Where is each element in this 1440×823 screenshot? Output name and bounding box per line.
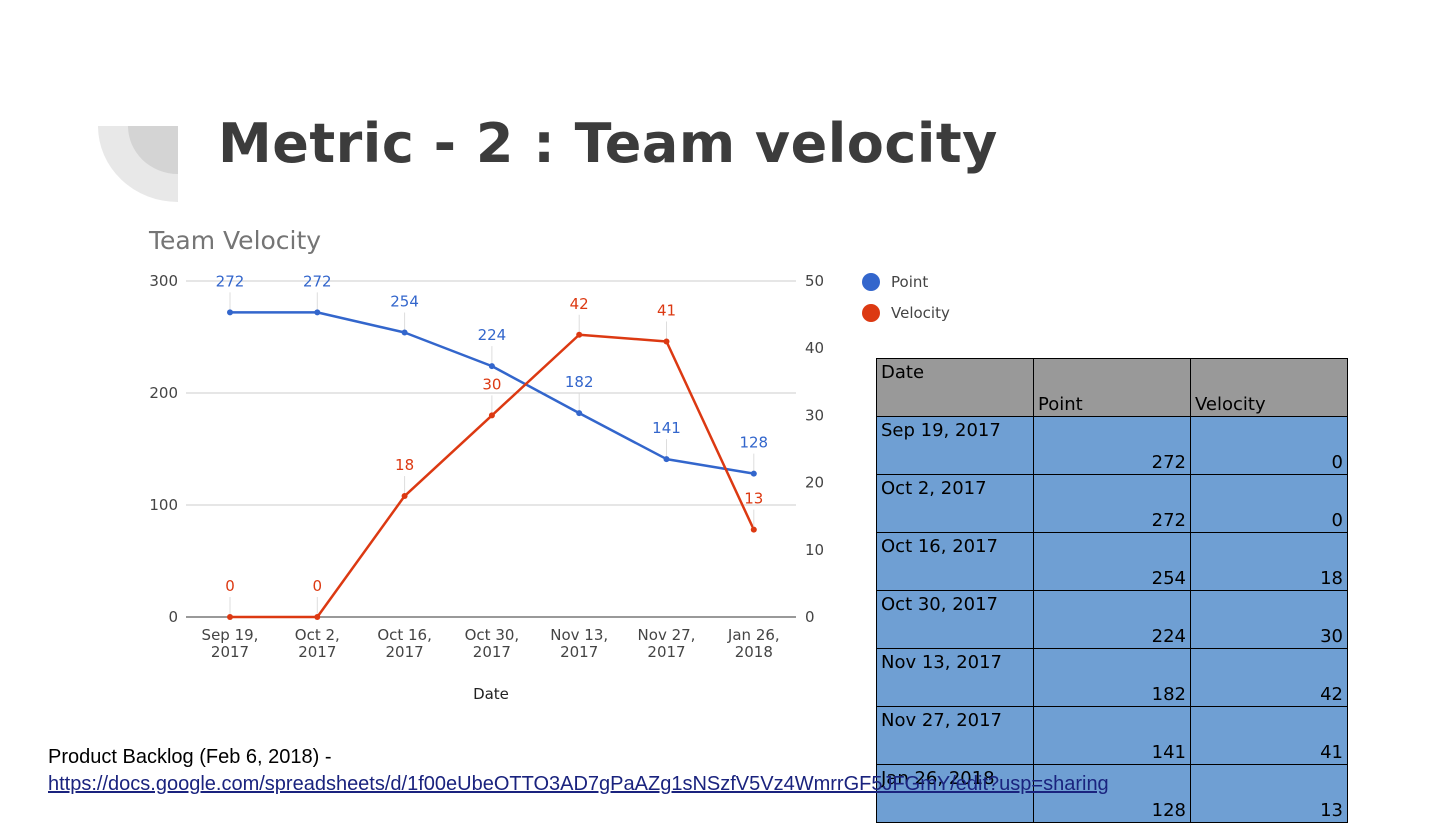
table-cell: 13	[1190, 764, 1348, 823]
table-cell: 272	[1033, 474, 1191, 533]
table-cell: Oct 30, 2017	[876, 590, 1034, 649]
decorative-corner-shape	[98, 126, 178, 202]
table-row: Oct 30, 2017 224 30	[876, 590, 1348, 649]
x-tick-label-year: 2017	[647, 643, 685, 661]
y-right-tick-label: 30	[805, 406, 824, 424]
velocity-data-table: Date Point Velocity Sep 19, 2017 272 0 Oct 2, …	[876, 358, 1348, 823]
y-left-tick-label: 0	[168, 608, 178, 626]
data-point-point	[401, 329, 408, 336]
x-tick-label-year: 2018	[735, 643, 773, 661]
x-tick-label: Jan 26,	[727, 626, 780, 644]
data-label-velocity: 13	[744, 490, 763, 508]
data-label-velocity: 30	[482, 375, 501, 393]
data-point-velocity	[488, 412, 495, 419]
y-left-tick-label: 100	[149, 496, 178, 514]
table-cell: Oct 16, 2017	[876, 532, 1034, 591]
y-right-tick-label: 20	[805, 474, 824, 492]
x-tick-label: Oct 16,	[377, 626, 432, 644]
y-right-tick-label: 40	[805, 339, 824, 357]
footer-text: Product Backlog (Feb 6, 2018) -	[48, 746, 332, 768]
table-row: Nov 27, 2017 141 41	[876, 706, 1348, 765]
x-tick-label: Sep 19,	[202, 626, 259, 644]
footer-note: Product Backlog (Feb 6, 2018) - https://…	[48, 744, 1109, 798]
table-cell: 30	[1190, 590, 1348, 649]
x-tick-label: Oct 30,	[465, 626, 520, 644]
slide-title: Metric - 2 : Team velocity	[218, 112, 998, 175]
table-cell: Nov 13, 2017	[876, 648, 1034, 707]
data-point-point	[663, 456, 670, 463]
x-tick-label: Nov 13,	[550, 626, 608, 644]
data-label-point: 182	[565, 373, 594, 391]
data-point-velocity	[314, 614, 321, 620]
data-point-velocity	[663, 338, 670, 345]
table-cell: 41	[1190, 706, 1348, 765]
table-cell: 0	[1190, 416, 1348, 475]
x-tick-label-year: 2017	[560, 643, 598, 661]
data-label-point: 272	[216, 272, 245, 290]
data-label-point: 254	[390, 293, 419, 311]
spreadsheet-link[interactable]: https://docs.google.com/spreadsheets/d/1…	[48, 773, 1109, 795]
table-cell: Nov 27, 2017	[876, 706, 1034, 765]
table-row: Oct 2, 2017 272 0	[876, 474, 1348, 533]
y-right-tick-label: 50	[805, 272, 824, 290]
table-cell: 254	[1033, 532, 1191, 591]
data-point-point	[576, 410, 583, 417]
x-tick-label-year: 2017	[298, 643, 336, 661]
data-point-velocity	[750, 526, 757, 533]
chart-title: Team Velocity	[148, 226, 321, 255]
data-label-point: 224	[478, 326, 507, 344]
table-cell: 272	[1033, 416, 1191, 475]
table-cell: 224	[1033, 590, 1191, 649]
legend-label-point: Point	[891, 273, 928, 291]
table-cell: Oct 2, 2017	[876, 474, 1034, 533]
table-cell: Point	[1033, 358, 1191, 417]
data-label-velocity: 0	[313, 577, 323, 595]
y-right-tick-label: 10	[805, 541, 824, 559]
data-point-point	[314, 309, 321, 316]
table-row: Nov 13, 2017 182 42	[876, 648, 1348, 707]
x-tick-label: Oct 2,	[295, 626, 340, 644]
y-right-tick-label: 0	[805, 608, 815, 626]
data-label-point: 141	[652, 419, 681, 437]
y-left-tick-label: 300	[149, 272, 178, 290]
table-cell: 141	[1033, 706, 1191, 765]
table-cell: 42	[1190, 648, 1348, 707]
legend-marker-velocity	[862, 304, 880, 322]
data-point-point	[227, 309, 233, 316]
table-cell: 18	[1190, 532, 1348, 591]
x-axis-label: Date	[473, 685, 509, 703]
table-cell: 0	[1190, 474, 1348, 533]
x-tick-label-year: 2017	[386, 643, 424, 661]
data-label-velocity: 18	[395, 456, 414, 474]
x-tick-label-year: 2017	[473, 643, 511, 661]
table-row: Oct 16, 2017 254 18	[876, 532, 1348, 591]
table-cell: Date	[876, 358, 1034, 417]
data-label-point: 128	[739, 434, 768, 452]
table-cell: Sep 19, 2017	[876, 416, 1034, 475]
data-point-point	[750, 470, 757, 477]
data-point-velocity	[576, 331, 583, 338]
data-label-velocity: 42	[570, 295, 589, 313]
table-header-row: Date Point Velocity	[876, 358, 1348, 417]
legend-label-velocity: Velocity	[891, 304, 950, 322]
data-label-velocity: 41	[657, 301, 676, 319]
table-cell: 182	[1033, 648, 1191, 707]
legend-marker-point	[862, 273, 880, 291]
x-tick-label-year: 2017	[211, 643, 249, 661]
x-tick-label: Nov 27,	[638, 626, 696, 644]
data-label-velocity: 0	[225, 577, 235, 595]
data-point-velocity	[401, 493, 408, 500]
data-point-velocity	[227, 614, 233, 620]
y-left-tick-label: 200	[149, 384, 178, 402]
table-cell: Velocity	[1190, 358, 1348, 417]
data-point-point	[488, 363, 495, 370]
data-label-point: 272	[303, 272, 332, 290]
table-row: Sep 19, 2017 272 0	[876, 416, 1348, 475]
